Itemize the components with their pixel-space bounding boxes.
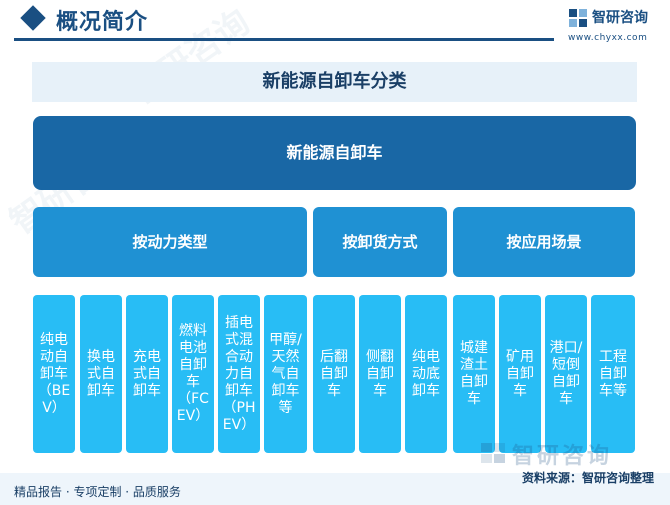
leaf-node: 换电式自卸车 bbox=[80, 295, 122, 453]
leaf-node: 矿用自卸车 bbox=[499, 295, 541, 453]
brand-watermark: 智研咨询 bbox=[512, 444, 613, 469]
category-application: 按应用场景 bbox=[453, 207, 635, 277]
leaf-node: 燃料电池自卸车（FCEV） bbox=[172, 295, 214, 453]
leaf-node: 城建渣土自卸车 bbox=[453, 295, 495, 453]
leaf-node: 侧翻自卸车 bbox=[359, 295, 401, 453]
source-note: 资料来源：智研咨询整理 bbox=[521, 471, 654, 485]
footer-tagline: 精品报告 · 专项定制 · 品质服务 bbox=[14, 485, 181, 499]
leaf-node: 纯电动自卸车（BEV） bbox=[33, 295, 75, 453]
root-node: 新能源自卸车 bbox=[33, 116, 636, 190]
page-header: 概况简介 智研咨询 www.chyxx.com bbox=[0, 0, 670, 46]
brand-logo: 智研咨询 www.chyxx.com bbox=[568, 6, 668, 46]
header-divider bbox=[14, 38, 554, 41]
brand-watermark-icon bbox=[481, 443, 505, 463]
diamond-icon bbox=[20, 5, 46, 31]
brand-url: www.chyxx.com bbox=[568, 33, 648, 43]
leaf-node: 插电式混合动力自卸车（PHEV） bbox=[218, 295, 260, 453]
leaf-node: 甲醇/天然气自卸车等 bbox=[264, 295, 307, 453]
category-power-type: 按动力类型 bbox=[33, 207, 307, 277]
category-unloading-method: 按卸货方式 bbox=[313, 207, 447, 277]
page-footer: 精品报告 · 专项定制 · 品质服务 资料来源：智研咨询整理 bbox=[0, 471, 670, 505]
brand-name: 智研咨询 bbox=[592, 10, 648, 26]
leaf-node: 充电式自卸车 bbox=[126, 295, 168, 453]
leaf-node: 工程自卸车等 bbox=[591, 295, 635, 453]
leaf-node: 后翻自卸车 bbox=[313, 295, 355, 453]
brand-logo-icon bbox=[569, 9, 587, 27]
leaf-node: 港口/短倒自卸车 bbox=[545, 295, 587, 453]
leaf-node: 纯电动底卸车 bbox=[405, 295, 447, 453]
diagram-title: 新能源自卸车分类 bbox=[32, 62, 637, 102]
page-title: 概况简介 bbox=[56, 10, 149, 35]
